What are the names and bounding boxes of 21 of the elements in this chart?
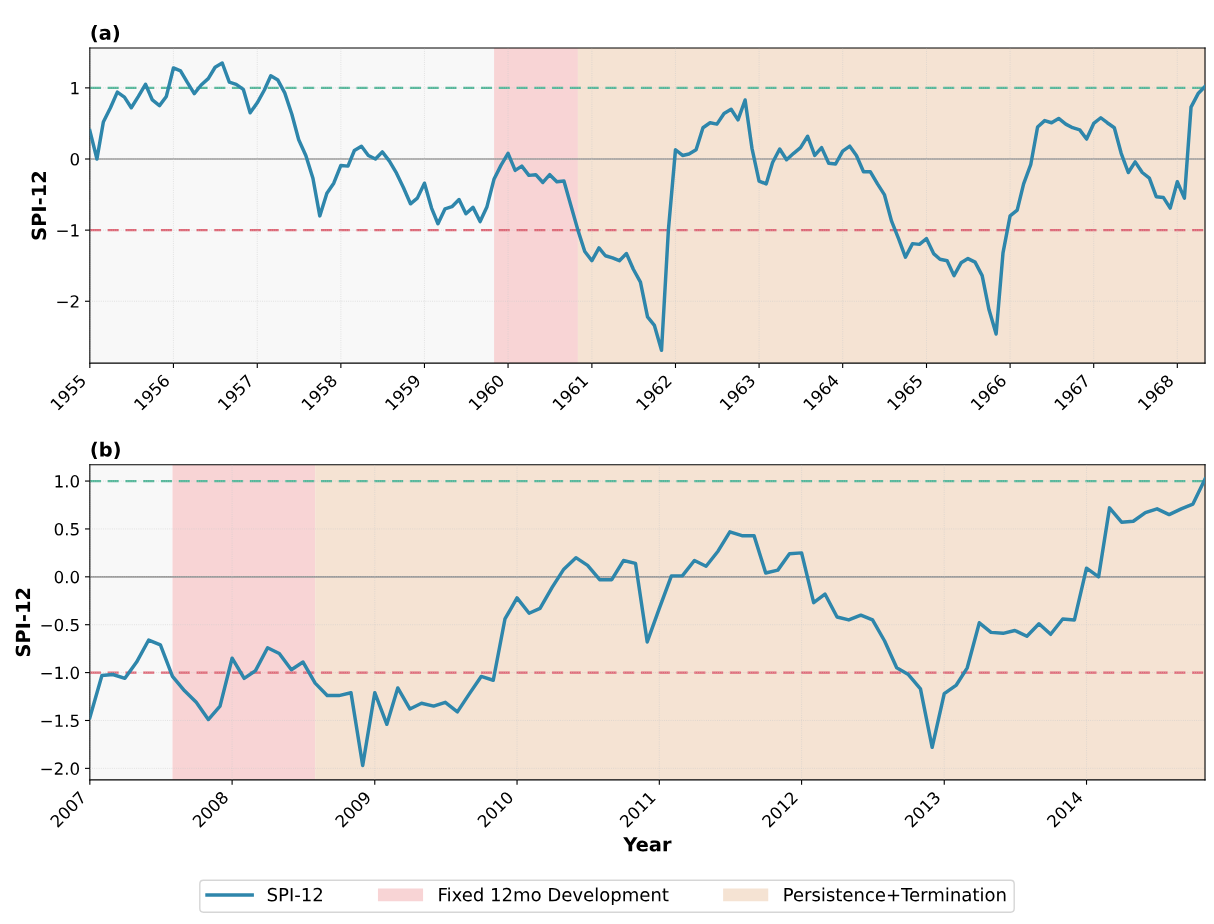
line-series bbox=[89, 61, 1206, 353]
y-tick-label: −0.5 bbox=[41, 618, 79, 632]
y-tick-label: 0.5 bbox=[54, 522, 79, 536]
legend-label: SPI-12 bbox=[267, 887, 322, 902]
y-tick-label: −1.0 bbox=[41, 666, 80, 680]
legend-label: Fixed 12mo Development bbox=[439, 887, 669, 905]
line-series bbox=[89, 477, 1206, 768]
chart-title: (b) bbox=[91, 441, 120, 459]
x-axis-title: Year bbox=[623, 837, 672, 852]
y-axis-title: SPI-12 bbox=[15, 588, 31, 657]
legend-label: Persistence+Termination bbox=[784, 887, 1006, 902]
y-tick-label: −2 bbox=[57, 295, 79, 308]
chart-title: (a) bbox=[91, 24, 120, 43]
y-tick-label: 0.0 bbox=[54, 570, 80, 584]
y-tick-label: −1 bbox=[57, 224, 79, 237]
y-tick-label: 0 bbox=[70, 152, 80, 166]
y-tick-label: −1.5 bbox=[41, 714, 79, 728]
y-tick-label: 1.0 bbox=[55, 475, 80, 488]
y-tick-label: 1 bbox=[71, 82, 79, 95]
y-tick-label: −2.0 bbox=[41, 762, 80, 775]
y-axis-title: SPI-12 bbox=[31, 171, 47, 240]
